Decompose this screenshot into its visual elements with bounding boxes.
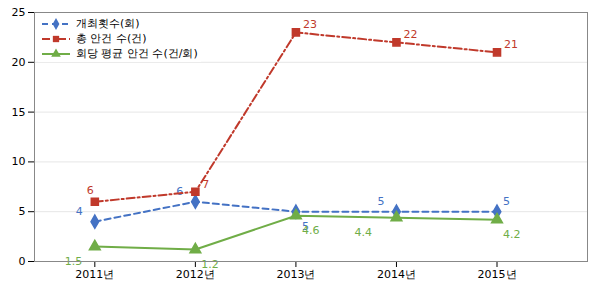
svg-text:1.2: 1.2: [201, 258, 219, 271]
svg-text:6: 6: [87, 184, 94, 197]
svg-text:0: 0: [19, 255, 26, 268]
html-text:총 안건 수(건): 총 안건 수(건): [76, 32, 147, 45]
svg-text:20: 20: [12, 56, 26, 69]
svg-text:5: 5: [377, 195, 384, 208]
svg-text:2012년: 2012년: [175, 268, 215, 282]
svg-text:4.2: 4.2: [503, 228, 521, 241]
svg-text:2011년: 2011년: [75, 268, 114, 281]
svg-text:2014년: 2014년: [377, 268, 416, 281]
svg-text:15: 15: [12, 106, 26, 119]
svg-text:25: 25: [12, 6, 26, 19]
svg-text:2015년: 2015년: [478, 268, 517, 281]
svg-text:23: 23: [303, 18, 317, 31]
svg-text:4: 4: [76, 205, 83, 218]
svg-text:5: 5: [503, 195, 510, 208]
svg-text:21: 21: [504, 38, 518, 51]
svg-text:4.4: 4.4: [354, 226, 372, 239]
svg-text:1.5: 1.5: [64, 254, 83, 268]
svg-text:2013년: 2013년: [276, 268, 315, 281]
html-text:회당 평균 안건 수(건/회): 회당 평균 안건 수(건/회): [76, 47, 198, 60]
html-text:개최횟수(회): 개최횟수(회): [76, 17, 140, 30]
svg-text:5: 5: [19, 205, 26, 218]
svg-text:10: 10: [12, 155, 26, 168]
svg-text:4.6: 4.6: [302, 224, 320, 237]
svg-text:6: 6: [176, 185, 183, 198]
svg-text:7: 7: [202, 178, 209, 191]
svg-text:22: 22: [403, 28, 417, 41]
